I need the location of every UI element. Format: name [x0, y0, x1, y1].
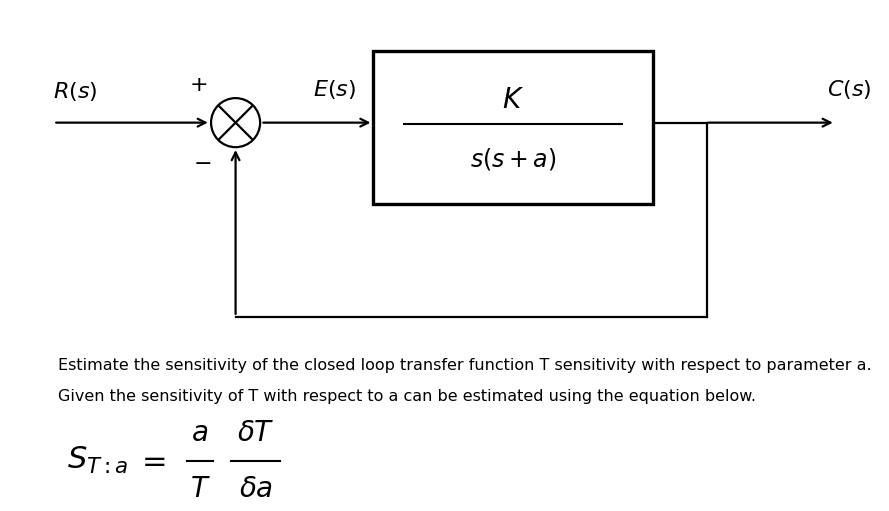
Text: $E(s)$: $E(s)$ — [313, 78, 356, 101]
Text: $T$: $T$ — [189, 475, 211, 503]
Text: $C(s)$: $C(s)$ — [827, 78, 871, 101]
Text: $+$: $+$ — [188, 75, 207, 96]
Text: Estimate the sensitivity of the closed loop transfer function T sensitivity with: Estimate the sensitivity of the closed l… — [58, 358, 871, 373]
Text: $R(s)$: $R(s)$ — [53, 80, 98, 104]
Text: $K$: $K$ — [502, 86, 525, 113]
Bar — [373, 51, 653, 204]
Text: $s(s + a)$: $s(s + a)$ — [470, 147, 557, 172]
Text: Given the sensitivity of T with respect to a can be estimated using the equation: Given the sensitivity of T with respect … — [58, 388, 756, 404]
Text: $\delta T$: $\delta T$ — [236, 419, 275, 447]
Text: $\delta a$: $\delta a$ — [238, 475, 273, 503]
Text: $=$: $=$ — [136, 447, 166, 475]
Text: $-$: $-$ — [193, 152, 212, 173]
Text: $S_{T:a}$: $S_{T:a}$ — [67, 446, 128, 476]
Text: $a$: $a$ — [191, 419, 209, 447]
